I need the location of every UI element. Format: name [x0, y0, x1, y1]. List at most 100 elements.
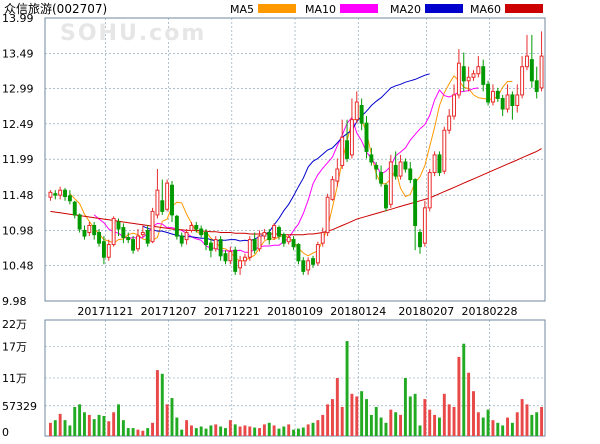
volume-tick-label: 11万: [2, 372, 27, 385]
volume-bar: [199, 426, 203, 436]
volume-bar: [423, 399, 427, 436]
candle-body: [247, 239, 252, 258]
date-tick-label: 20180207: [398, 305, 454, 318]
candle-body: [179, 235, 184, 244]
volume-bar: [175, 417, 179, 436]
candle-body: [432, 154, 437, 174]
volume-bar: [68, 425, 72, 436]
candle-body: [204, 232, 208, 246]
volume-bar: [292, 429, 296, 436]
volume-bar: [384, 422, 388, 436]
candle-body: [529, 59, 534, 82]
candle-body: [92, 224, 97, 236]
volume-bar: [418, 425, 422, 436]
volume-tick-label: 17万: [2, 340, 27, 353]
candle-body: [471, 73, 476, 78]
volume-bar: [112, 412, 116, 436]
chart-title: 众信旅游(002707): [4, 2, 107, 16]
volume-bar: [83, 412, 86, 436]
candle-body: [437, 154, 442, 174]
volume-bar: [267, 422, 271, 436]
volume-bar: [253, 427, 257, 436]
date-tick-label: 20171207: [141, 305, 197, 318]
candle-body: [72, 201, 77, 216]
volume-bar: [117, 404, 120, 436]
candle-body: [87, 224, 92, 234]
volume-bar: [462, 343, 466, 436]
legend-label: MA60: [470, 3, 501, 16]
volume-bar: [510, 422, 514, 436]
volume-tick-label: 22万: [2, 318, 27, 331]
candle-body: [106, 244, 111, 258]
candle-body: [525, 55, 529, 68]
volume-bar: [126, 428, 130, 436]
volume-bar: [296, 428, 300, 436]
volume-bar: [228, 420, 232, 436]
candle-body: [403, 161, 408, 170]
volume-bar: [160, 373, 164, 436]
candle-body: [58, 189, 63, 196]
volume-bar: [530, 414, 534, 436]
candle-body: [233, 249, 238, 272]
volume-bar: [467, 372, 471, 436]
volume-bar: [97, 414, 101, 436]
volume-bar: [277, 428, 281, 436]
volume-bar: [151, 422, 155, 436]
candle-body: [500, 97, 505, 110]
price-tick-label: 11.48: [2, 189, 34, 202]
candle-body: [218, 239, 223, 257]
volume-bar: [491, 420, 495, 436]
legend-swatch: [505, 4, 543, 13]
candle-body: [364, 122, 369, 152]
candle-body: [427, 172, 432, 209]
volume-bar: [442, 393, 446, 436]
candle-body: [476, 66, 481, 75]
volume-bar: [340, 407, 344, 436]
volume-bar: [92, 419, 96, 436]
volume-bar: [243, 425, 247, 436]
volume-bar: [447, 404, 451, 436]
volume-bar: [457, 356, 461, 436]
volume-bar: [53, 420, 57, 436]
volume-bar: [525, 404, 529, 436]
candle-body: [301, 260, 306, 272]
volume-bar: [155, 370, 159, 436]
candle-body: [325, 196, 330, 234]
candle-body: [311, 258, 315, 265]
volume-bar: [355, 396, 359, 436]
candle-body: [223, 253, 228, 262]
candle-body: [281, 234, 286, 244]
candle-body: [330, 179, 335, 200]
candle-body: [422, 207, 427, 244]
volume-bar: [506, 417, 509, 436]
volume-bar: [360, 391, 364, 436]
candle-body: [486, 83, 491, 103]
volume-bar: [350, 393, 354, 436]
volume-bar: [335, 378, 339, 436]
volume-bar: [331, 399, 334, 436]
price-tick-label: 12.99: [2, 83, 34, 96]
candle-body: [272, 224, 277, 238]
candle-body: [539, 55, 544, 89]
candle-body: [170, 184, 174, 216]
legend-label: MA20: [390, 3, 421, 16]
volume-bar: [301, 427, 305, 436]
price-tick-label: 13.49: [2, 47, 34, 60]
volume-bar: [321, 414, 325, 436]
candle-body: [160, 200, 165, 212]
candle-body: [97, 232, 102, 244]
candle-body: [242, 256, 247, 262]
price-tick-label: 9.98: [2, 295, 27, 308]
volume-bar: [408, 396, 412, 436]
volume-bar: [316, 420, 320, 436]
volume-bar: [209, 425, 213, 436]
candle-body: [111, 217, 116, 246]
candle-body: [194, 224, 199, 230]
legend-swatch: [258, 4, 296, 13]
volume-bar: [107, 421, 111, 436]
price-tick-label: 13.99: [2, 12, 34, 25]
candle-body: [384, 184, 388, 209]
candle-body: [101, 241, 106, 258]
